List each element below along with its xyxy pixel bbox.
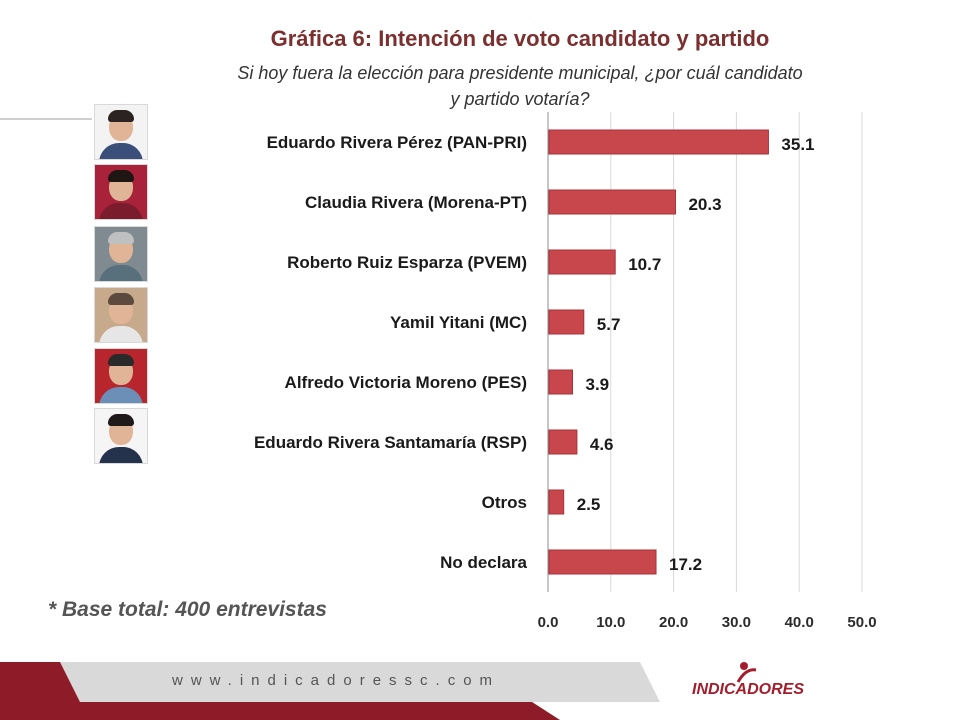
bar: [548, 249, 616, 275]
x-tick-label: 0.0: [538, 614, 559, 631]
category-label: Roberto Ruiz Esparza (PVEM): [287, 253, 527, 272]
value-label: 10.7: [628, 255, 661, 274]
subtitle-line-1: Si hoy fuera la elección para presidente…: [237, 63, 803, 83]
footer-white-shape: [560, 662, 963, 720]
footer-gray-shape: [60, 662, 660, 702]
bar: [548, 369, 573, 395]
category-label: No declara: [440, 553, 527, 572]
category-label: Otros: [482, 493, 527, 512]
value-label: 35.1: [781, 135, 814, 154]
value-label: 17.2: [669, 555, 702, 574]
category-label: Yamil Yitani (MC): [390, 313, 527, 332]
bar: [548, 489, 565, 515]
value-label: 3.9: [585, 375, 609, 394]
value-label: 5.7: [597, 315, 621, 334]
footer-url[interactable]: www.indicadoressc.com: [172, 672, 501, 689]
subtitle-line-2: y partido votaría?: [450, 89, 590, 109]
bar: [548, 309, 585, 335]
category-label: Alfredo Victoria Moreno (PES): [285, 373, 527, 392]
photo-roberto-ruiz-esparza: [94, 226, 148, 282]
x-tick-label: 40.0: [785, 614, 814, 631]
photo-eduardo-rivera-perez: [94, 104, 148, 160]
category-label: Claudia Rivera (Morena-PT): [305, 193, 527, 212]
chart-subtitle: Si hoy fuera la elección para presidente…: [180, 60, 860, 112]
bar-chart: 0.0 10.0 20.0 30.0 40.0 50.0 Eduardo Rivera Pé…: [254, 112, 877, 631]
footer-band: [0, 662, 963, 720]
value-label: 4.6: [590, 435, 614, 454]
footer-logo: INDICADORES: [692, 681, 805, 698]
base-note: * Base total: 400 entrevistas: [48, 598, 327, 621]
bar: [548, 129, 769, 155]
photo-claudia-rivera: [94, 164, 148, 220]
photo-alfredo-victoria-moreno: [94, 348, 148, 404]
value-label: 20.3: [688, 195, 721, 214]
x-tick-label: 30.0: [722, 614, 751, 631]
bar: [548, 429, 578, 455]
chart-title: Gráfica 6: Intención de voto candidato y…: [270, 26, 770, 51]
x-tick-label: 10.0: [596, 614, 625, 631]
photo-yamil-yitani: [94, 287, 148, 343]
photo-eduardo-rivera-santamaria: [94, 408, 148, 464]
value-label: 2.5: [577, 495, 601, 514]
category-label: Eduardo Rivera Santamaría (RSP): [254, 433, 527, 452]
indicadores-logo-icon: [736, 662, 757, 683]
category-label: Eduardo Rivera Pérez (PAN-PRI): [267, 133, 527, 152]
x-tick-label: 20.0: [659, 614, 688, 631]
bar: [548, 189, 676, 215]
x-tick-label: 50.0: [847, 614, 876, 631]
bar: [548, 549, 657, 575]
decorative-line: [0, 118, 92, 120]
